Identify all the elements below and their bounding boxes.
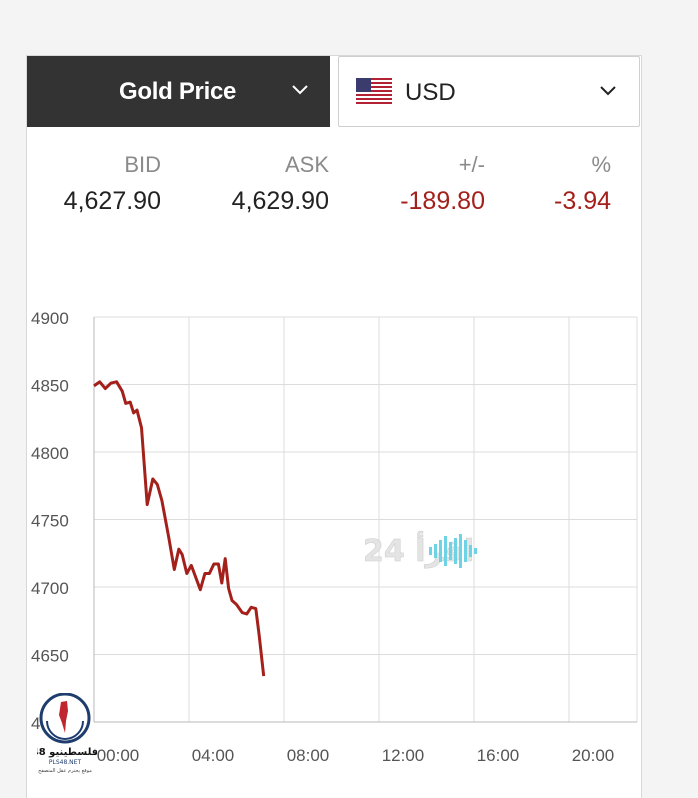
- pls48-logo-icon: فلسطينيو 48 PLS48.NET موقع يحترم عقل الم…: [37, 693, 97, 774]
- watermark-wave-bar: [464, 540, 467, 562]
- watermark-wave-bar: [459, 534, 462, 568]
- y-tick-label: 4800: [31, 444, 69, 463]
- watermark-sound-wave-icon: 24 اقرأ: [363, 531, 477, 569]
- watermark-text: 24 اقرأ: [363, 531, 474, 569]
- y-tick-label: 4750: [31, 512, 69, 531]
- price-chart: 465047004750480048504900460000:0004:0008…: [31, 309, 638, 765]
- percent-header: %: [591, 152, 611, 177]
- watermark-wave-bar: [439, 540, 442, 562]
- bid-value: 4,627.90: [63, 187, 161, 215]
- logo-name: فلسطينيو 48: [37, 747, 97, 758]
- percent-value: -3.94: [554, 187, 611, 215]
- watermark-wave-bar: [434, 544, 437, 558]
- watermark-wave-bar: [429, 547, 432, 555]
- y-tick-label: 4650: [31, 647, 69, 666]
- y-tick-label: 4850: [31, 377, 69, 396]
- bid-header: BID: [124, 152, 161, 177]
- currency-selector-label: USD: [405, 79, 456, 106]
- metal-selector[interactable]: Gold Price: [27, 56, 330, 127]
- x-tick-label: 20:00: [572, 746, 615, 765]
- chevron-down-icon: [600, 86, 616, 96]
- gold-price-widget: Gold Price USD BID ASK +/- % 4,627.90 4,…: [26, 55, 642, 798]
- ask-value: 4,629.90: [231, 187, 329, 215]
- watermark-wave-bar: [474, 548, 477, 554]
- logo-site: PLS48.NET: [49, 759, 82, 766]
- x-tick-label: 08:00: [287, 746, 330, 765]
- chevron-down-icon: [292, 85, 308, 95]
- currency-selector[interactable]: USD: [338, 56, 640, 127]
- series-line: [93, 380, 266, 677]
- x-tick-label: 00:00: [97, 746, 140, 765]
- y-tick-label: 4900: [31, 309, 69, 328]
- logo-tagline: موقع يحترم عقل المتصفح: [38, 768, 92, 774]
- x-tick-label: 16:00: [477, 746, 520, 765]
- watermark-wave-bar: [454, 538, 457, 564]
- ask-header: ASK: [284, 152, 329, 177]
- metal-selector-label: Gold Price: [119, 78, 237, 105]
- x-tick-label: 12:00: [382, 746, 425, 765]
- y-tick-label: 4700: [31, 579, 69, 598]
- watermark-wave-bar: [444, 536, 447, 566]
- watermark-wave-bar: [469, 545, 472, 557]
- x-tick-label: 04:00: [192, 746, 235, 765]
- us-flag-icon: [356, 78, 392, 104]
- change-value: -189.80: [400, 187, 485, 215]
- watermark-wave-bar: [449, 542, 452, 560]
- change-header: +/-: [458, 152, 485, 177]
